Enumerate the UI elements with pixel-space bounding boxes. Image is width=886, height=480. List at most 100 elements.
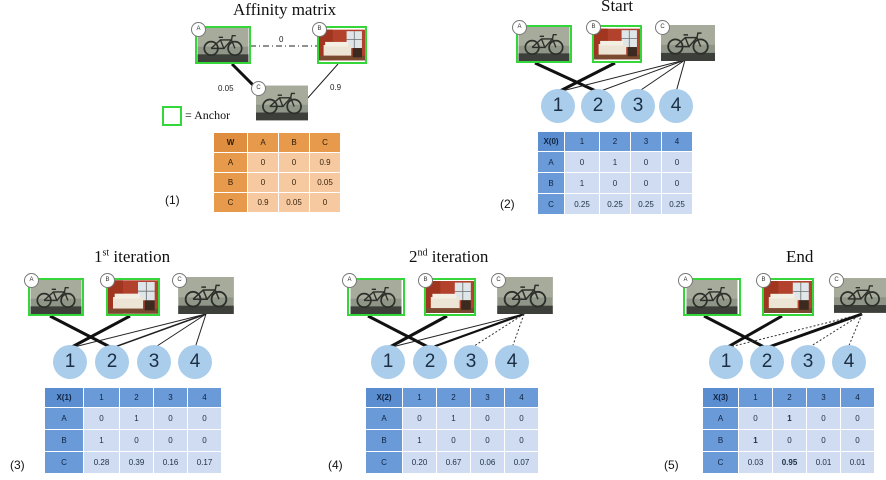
x-cell: 0.20 (402, 451, 437, 474)
badge-b: B (100, 273, 115, 288)
living-room-photo-b (424, 278, 476, 316)
x1-table: X(1) 1 2 3 4 A 0 1 0 0 B 1 0 0 0 C 0.28 … (44, 387, 222, 474)
x-row-header: B (44, 429, 84, 452)
x-cell: 0.25 (630, 193, 662, 215)
label-node-1: 1 (53, 345, 87, 379)
x-cell: 0.07 (504, 451, 539, 474)
step-label-5: (5) (664, 458, 679, 472)
bicycle-photo-a (516, 25, 572, 63)
x-cell: 0.01 (806, 451, 841, 474)
affinity-title: Affinity matrix (233, 0, 337, 19)
w-cell: 0 (247, 172, 279, 193)
label-node-3: 3 (791, 345, 825, 379)
edge-label-bc: 0.9 (330, 83, 342, 92)
label-node-1: 1 (371, 345, 405, 379)
x-cell: 0 (738, 407, 773, 430)
x-cell: 1 (402, 429, 437, 452)
step-label-3: (3) (10, 458, 25, 472)
badge-a: A (342, 273, 357, 288)
x-cell: 0 (83, 407, 120, 430)
x-cell: 1 (738, 429, 773, 452)
x2-table: X(2) 1 2 3 4 A 0 1 0 0 B 1 0 0 0 C 0.20 … (365, 387, 539, 474)
x-cell: 0 (153, 429, 188, 452)
w-col-header: C (309, 132, 341, 153)
start-title: Start (601, 0, 634, 15)
living-room-photo-b (762, 278, 814, 316)
label-node-4: 4 (178, 345, 212, 379)
x-cell: 0.25 (599, 193, 631, 215)
x-cell: 0 (402, 407, 437, 430)
label-node-2: 2 (413, 345, 447, 379)
x-col-header: 4 (661, 131, 693, 152)
w-row-header: C (213, 192, 248, 213)
x-row-header: C (365, 451, 403, 474)
x-col-header: 1 (738, 387, 773, 408)
x-cell: 1 (119, 407, 154, 430)
x3-table: X(3) 1 2 3 4 A 0 1 0 0 B 1 0 0 0 C 0.03 … (702, 387, 875, 474)
x-cell: 0 (840, 407, 875, 430)
x-cell: 1 (772, 407, 807, 430)
w-cell: 0 (278, 152, 310, 173)
x-row-header: C (702, 451, 739, 474)
step-label-2: (2) (500, 197, 515, 211)
badge-c: C (172, 273, 187, 288)
living-room-photo-b (106, 278, 160, 316)
label-node-1: 1 (709, 345, 743, 379)
label-node-3: 3 (137, 345, 171, 379)
badge-a: A (24, 273, 39, 288)
w-cell: 0.05 (278, 192, 310, 213)
label-node-1: 1 (541, 89, 575, 123)
x-cell: 0 (661, 172, 693, 194)
x-cell: 0 (806, 407, 841, 430)
anchor-legend-label: = Anchor (185, 108, 231, 122)
label-node-4: 4 (832, 345, 866, 379)
x-cell: 0.25 (564, 193, 600, 215)
end-title: End (786, 247, 814, 266)
x-cell: 0.25 (661, 193, 693, 215)
anchor-legend-swatch (162, 106, 182, 126)
living-room-photo-b (317, 26, 367, 64)
badge-c: C (829, 273, 844, 288)
x-col-header: 3 (806, 387, 841, 408)
edge-label-ac: 0.05 (218, 84, 234, 93)
iter2-title: 2nd iteration (409, 247, 489, 266)
x0-table: X(0) 1 2 3 4 A 0 1 0 0 B 1 0 0 0 C 0.25 … (537, 131, 693, 215)
x-col-header: 2 (599, 131, 631, 152)
badge-c: C (251, 81, 266, 96)
x-cell: 0 (187, 407, 222, 430)
w-cell: 0.05 (309, 172, 341, 193)
edge-bc (305, 63, 339, 101)
label-node-2: 2 (750, 345, 784, 379)
x-cell: 1 (599, 151, 631, 173)
label-node-2: 2 (95, 345, 129, 379)
x-cell: 0 (661, 151, 693, 173)
w-cell: 0.9 (247, 192, 279, 213)
x-cell: 0.39 (119, 451, 154, 474)
x-cell: 0 (772, 429, 807, 452)
bicycle-photo-a (28, 278, 84, 316)
x-cell: 0.01 (840, 451, 875, 474)
badge-b: B (312, 22, 327, 37)
bicycle-photo-a (683, 278, 741, 316)
badge-a: A (191, 22, 206, 37)
edge-label-ab: 0 (279, 35, 284, 44)
step-label-4: (4) (328, 458, 343, 472)
badge-b: B (418, 273, 433, 288)
badge-c: C (491, 273, 506, 288)
x-cell: 0.95 (772, 451, 807, 474)
badge-a: A (512, 20, 527, 35)
x-cell: 1 (436, 407, 471, 430)
x-col-header: 2 (436, 387, 471, 408)
badge-b: B (586, 20, 601, 35)
bicycle-photo-a (347, 278, 405, 316)
living-room-photo-b (592, 25, 642, 63)
label-node-2: 2 (581, 89, 615, 123)
x-row-header: A (702, 407, 739, 430)
label-node-3: 3 (454, 345, 488, 379)
x-row-header: B (702, 429, 739, 452)
badge-b: B (756, 273, 771, 288)
x-corner: X(0) (537, 131, 565, 152)
x-cell: 0.28 (83, 451, 120, 474)
